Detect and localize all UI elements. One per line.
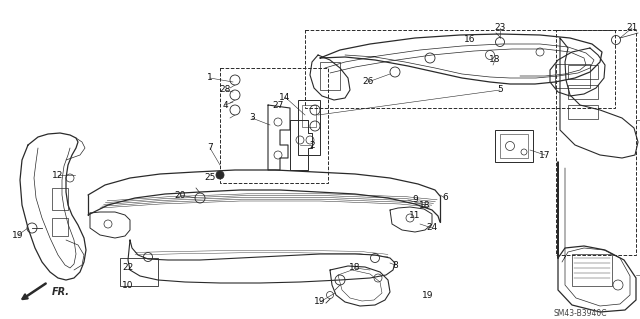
Text: 4: 4 [222,100,228,109]
Text: 18: 18 [489,56,500,64]
Text: 18: 18 [419,201,431,210]
Text: 9: 9 [412,196,418,204]
Text: 24: 24 [426,224,438,233]
Text: 15: 15 [639,271,640,279]
Text: 5: 5 [497,85,503,94]
Text: 11: 11 [409,211,420,219]
Bar [568,65,598,79]
Bar [500,134,528,158]
Bar [572,254,612,286]
Bar [556,30,636,255]
Text: FR.: FR. [52,287,70,297]
Text: 17: 17 [540,151,551,160]
Text: 7: 7 [207,144,213,152]
Bar [320,62,340,90]
Bar [52,218,68,236]
Bar [568,85,598,99]
Bar [568,105,598,119]
Bar [120,258,158,286]
Text: 26: 26 [362,78,374,86]
Text: 16: 16 [464,35,476,44]
Text: 8: 8 [392,261,398,270]
Text: 1: 1 [207,73,213,83]
Text: 22: 22 [122,263,134,272]
Text: 12: 12 [52,170,64,180]
Text: 21: 21 [627,24,637,33]
Text: 20: 20 [174,190,186,199]
Bar [220,68,328,183]
Text: SM43-B3940C: SM43-B3940C [553,308,607,317]
Text: 18: 18 [349,263,361,272]
Text: 3: 3 [249,114,255,122]
Text: 13: 13 [639,115,640,124]
Text: 10: 10 [122,280,134,290]
Circle shape [216,171,224,179]
Text: 6: 6 [442,194,448,203]
Bar [495,130,533,162]
Bar [305,30,615,108]
Text: 14: 14 [279,93,291,101]
Bar [298,100,320,155]
Bar [555,64,590,88]
Text: 25: 25 [204,174,216,182]
Text: 27: 27 [272,100,284,109]
Text: 2: 2 [309,140,315,150]
Text: 23: 23 [494,24,506,33]
Bar [52,188,68,210]
Text: 19: 19 [314,298,326,307]
Bar [302,105,316,127]
Text: 19: 19 [12,231,24,240]
Text: 28: 28 [220,85,230,94]
Text: 19: 19 [422,291,434,300]
